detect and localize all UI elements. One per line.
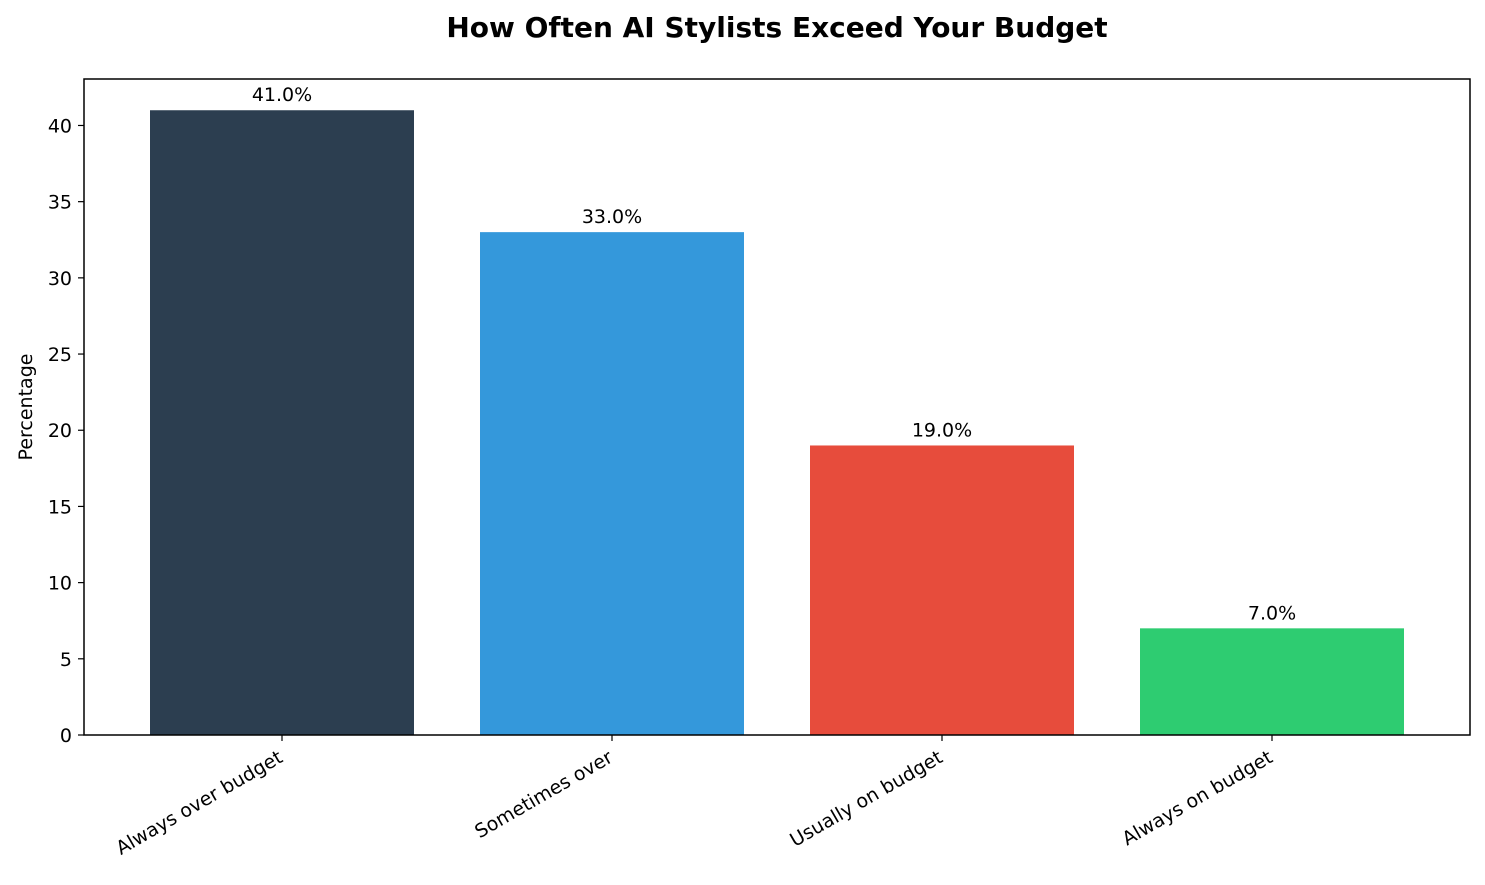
y-axis-label: Percentage (15, 354, 37, 461)
value-label: 19.0% (912, 419, 972, 441)
y-tick-label: 10 (48, 573, 72, 595)
bar (150, 110, 414, 735)
bar (810, 445, 1074, 735)
y-tick-label: 0 (60, 725, 72, 747)
y-tick-label: 15 (48, 496, 72, 518)
bar (480, 232, 744, 735)
x-tick-label: Usually on budget (786, 746, 946, 851)
y-tick-label: 30 (48, 268, 72, 290)
bar (1140, 628, 1404, 735)
chart-title: How Often AI Stylists Exceed Your Budget (446, 11, 1107, 44)
x-tick-label: Always on budget (1119, 746, 1277, 850)
plot-frame (83, 78, 1471, 736)
value-label: 7.0% (1248, 602, 1296, 624)
y-tick-label: 25 (48, 344, 72, 366)
y-tick-label: 40 (48, 115, 72, 137)
y-tick-label: 35 (48, 192, 72, 214)
value-label: 41.0% (252, 84, 312, 106)
y-tick-label: 5 (60, 649, 72, 671)
x-tick-label: Sometimes over (471, 746, 616, 843)
y-tick-label: 20 (48, 420, 72, 442)
x-tick-label: Always over budget (112, 746, 286, 859)
value-label: 33.0% (582, 206, 642, 228)
